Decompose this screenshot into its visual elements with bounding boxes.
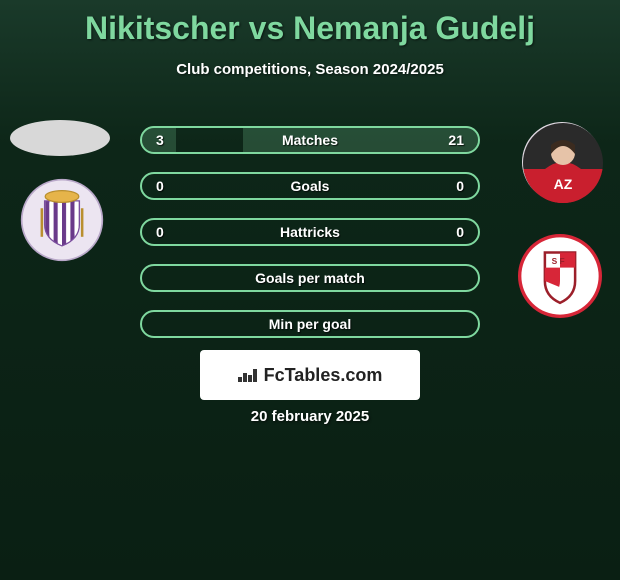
page-title: Nikitscher vs Nemanja Gudelj (0, 0, 620, 47)
stat-label: Goals per match (142, 270, 478, 286)
logo-text: FcTables.com (264, 365, 383, 386)
svg-text:C: C (567, 273, 573, 283)
stat-row-min-per-goal: Min per goal (140, 310, 480, 338)
chart-icon (238, 368, 258, 382)
stat-right-value: 0 (456, 178, 464, 194)
stat-row-goals: 0 Goals 0 (140, 172, 480, 200)
stat-row-hattricks: 0 Hattricks 0 (140, 218, 480, 246)
club-right-logo: S F C (518, 234, 602, 318)
player-left-avatar (10, 120, 110, 156)
player-right-shirt-text: AZ (554, 176, 573, 192)
fctables-logo: FcTables.com (200, 350, 420, 400)
stat-row-goals-per-match: Goals per match (140, 264, 480, 292)
stat-right-value: 0 (456, 224, 464, 240)
stat-label: Hattricks (142, 224, 478, 240)
club-left-logo (20, 178, 104, 262)
stat-label: Matches (142, 132, 478, 148)
player-right-avatar: AZ (522, 122, 602, 202)
stat-label: Min per goal (142, 316, 478, 332)
stat-right-value: 21 (448, 132, 464, 148)
subtitle: Club competitions, Season 2024/2025 (0, 61, 620, 78)
date-text: 20 february 2025 (0, 408, 620, 425)
svg-text:S F: S F (552, 256, 565, 266)
stats-panel: 3 Matches 21 0 Goals 0 0 Hattricks 0 Goa… (140, 126, 480, 356)
stat-row-matches: 3 Matches 21 (140, 126, 480, 154)
stat-label: Goals (142, 178, 478, 194)
